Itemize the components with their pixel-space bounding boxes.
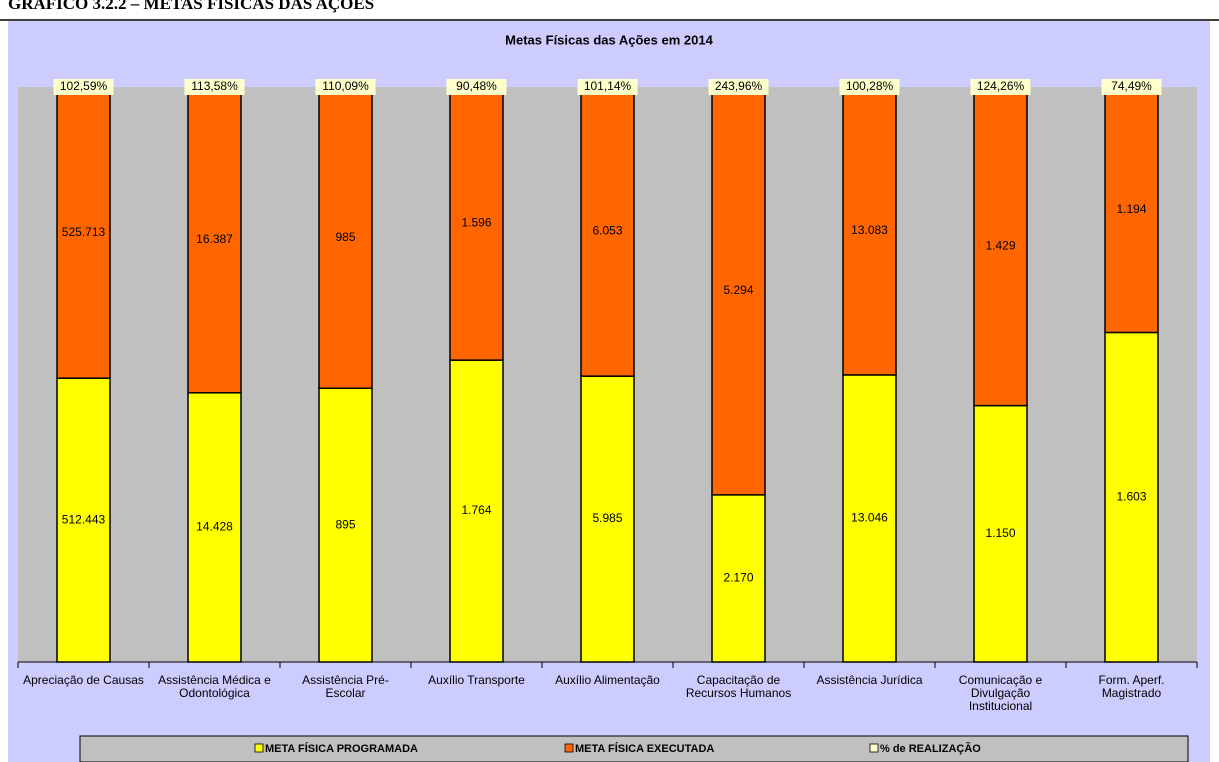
percent-label-box [184, 79, 245, 95]
bar-segment [56, 86, 111, 379]
bar-segment [56, 377, 111, 663]
percent-label-box [53, 79, 114, 95]
bar-segment [449, 86, 504, 361]
data-label: 1.603 [1116, 489, 1146, 503]
percent-label-box [1101, 79, 1162, 95]
data-label: 6.053 [592, 224, 622, 238]
data-label: 14.428 [196, 520, 233, 534]
chart-title: Metas Físicas das Ações em 2014 [505, 32, 713, 47]
bar-segment [842, 86, 897, 376]
bar-segment [318, 387, 373, 663]
bar-segment [973, 404, 1028, 663]
percent-label-box [315, 79, 376, 95]
data-label: 5.294 [723, 283, 753, 297]
legend-label: META FÍSICA EXECUTADA [575, 742, 714, 755]
data-label: 512.443 [62, 512, 106, 526]
percent-label-box [446, 79, 507, 95]
percent-label-box [577, 79, 638, 95]
percent-label: 243,96% [715, 79, 763, 93]
percent-label: 100,28% [846, 79, 894, 93]
percent-label-box [970, 79, 1031, 95]
data-label: 1.150 [985, 526, 1015, 540]
data-label: 1.194 [1116, 202, 1146, 216]
x-tick-label: Assistência Médica e Odontológica [158, 673, 271, 700]
bar-segment [187, 86, 242, 394]
x-tick-label: Assistência Pré-Escolar [302, 673, 389, 700]
legend-swatch [564, 743, 574, 753]
data-label: 1.764 [461, 503, 491, 517]
bar-segment [187, 392, 242, 663]
data-label: 895 [335, 517, 355, 531]
legend [79, 735, 1189, 762]
percent-label: 74,49% [1111, 79, 1152, 93]
x-tick-label: Auxílio Transporte [428, 673, 525, 687]
bar-segment [449, 359, 504, 663]
data-label: 1.429 [985, 238, 1015, 252]
data-label: 1.596 [461, 216, 491, 230]
x-tick-label: Comunicação e Divulgação Institucional [958, 673, 1043, 713]
legend-label: META FÍSICA PROGRAMADA [265, 742, 418, 755]
legend-label: % de REALIZAÇÃO [880, 742, 981, 755]
header-title: GRÁFICO 3.2.2 – METAS FÍSICAS DAS AÇÕES [8, 0, 375, 13]
data-label: 16.387 [196, 232, 233, 246]
data-label: 13.046 [851, 511, 888, 525]
percent-label: 101,14% [584, 79, 632, 93]
bar-segment [711, 86, 766, 496]
bar-segment [1104, 331, 1159, 663]
x-tick-label: Form. Aperf. Magistrado [1098, 673, 1165, 700]
legend-swatch [254, 743, 264, 753]
percent-label: 124,26% [977, 79, 1025, 93]
data-label: 985 [335, 230, 355, 244]
data-label: 525.713 [62, 225, 106, 239]
percent-label: 110,09% [322, 79, 369, 93]
percent-label: 102,59% [60, 79, 108, 93]
percent-label-box [708, 79, 769, 95]
data-label: 2.170 [723, 571, 753, 585]
data-label: 13.083 [851, 223, 888, 237]
bar-segment [580, 86, 635, 377]
x-tick-label: Assistência Jurídica [816, 673, 923, 687]
percent-label: 113,58% [191, 79, 238, 93]
bar-segment [973, 86, 1028, 407]
x-tick-label: Capacitação de Recursos Humanos [685, 673, 792, 700]
bar-segment [711, 494, 766, 663]
percent-label-box [839, 79, 900, 95]
bar-segment [842, 374, 897, 663]
data-label: 5.985 [592, 511, 622, 525]
x-tick-label: Apreciação de Causas [23, 673, 144, 687]
bar-segment [318, 86, 373, 390]
legend-swatch [869, 743, 879, 753]
percent-label: 90,48% [456, 79, 497, 93]
bar-segment [1104, 86, 1159, 334]
x-tick-label: Auxílio Alimentação [555, 673, 660, 687]
